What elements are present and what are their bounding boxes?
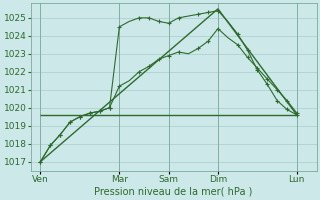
X-axis label: Pression niveau de la mer( hPa ): Pression niveau de la mer( hPa ): [94, 187, 253, 197]
